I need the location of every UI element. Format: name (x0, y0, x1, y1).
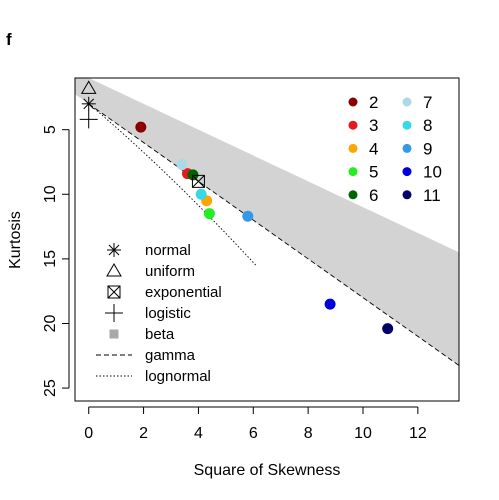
beta-region (75, 78, 459, 366)
legend-label-8: 8 (423, 116, 432, 135)
legend-symbol-beta (109, 329, 119, 339)
legend-label-uniform: uniform (145, 263, 195, 280)
marker-normal (81, 96, 96, 111)
x-tick-label: 12 (409, 425, 427, 442)
legend-symbol-uniform (106, 263, 122, 277)
legend-label-normal: normal (145, 242, 191, 259)
legend-label-6: 6 (369, 186, 378, 205)
legend-dot-2 (348, 97, 358, 107)
x-tick-label: 10 (354, 425, 372, 442)
x-tick-label: 4 (194, 425, 203, 442)
y-tick-label: 10 (42, 185, 59, 203)
legend-dot-11 (402, 190, 412, 200)
legend-dot-4 (348, 143, 358, 153)
legend-label-5: 5 (369, 163, 378, 182)
legend-label-10: 10 (423, 163, 442, 182)
legend-label-logistic: logistic (145, 305, 191, 322)
legend-label-gamma: gamma (145, 347, 196, 364)
legend-label-beta: beta (145, 326, 175, 343)
legend-dot-8 (402, 120, 412, 130)
legend-symbol-exponential (107, 285, 121, 299)
data-point-10 (324, 298, 336, 310)
x-tick-label: 6 (249, 425, 258, 442)
legend-dot-3 (348, 120, 358, 130)
data-point-9 (242, 210, 254, 222)
legend-dot-6 (348, 190, 358, 200)
legend-label-4: 4 (369, 139, 378, 158)
lognormal-curve (88, 103, 258, 267)
marker-exponential (191, 174, 205, 188)
marker-uniform (80, 80, 97, 94)
legend-dot-7 (402, 97, 412, 107)
data-point-7 (176, 159, 188, 171)
plot-frame (74, 77, 460, 402)
y-tick-label: 25 (42, 379, 59, 397)
legend-dot-5 (348, 167, 358, 177)
data-point-11 (382, 323, 394, 335)
legend-label-7: 7 (423, 93, 432, 112)
y-axis-label: Kurtosis (7, 211, 24, 269)
y-tick-label: 15 (42, 250, 59, 268)
legend-dot-9 (402, 143, 412, 153)
gamma-curve (88, 103, 459, 367)
y-tick-label: 20 (42, 314, 59, 332)
legend-symbol-normal (107, 243, 121, 257)
x-tick-label: 2 (139, 425, 148, 442)
legend-label-3: 3 (369, 116, 378, 135)
legend-label-9: 9 (423, 139, 432, 158)
panel-label: f (6, 30, 12, 49)
legend-dot-10 (402, 167, 412, 177)
x-axis-label: Square of Skewness (194, 462, 341, 479)
y-tick-label: 5 (42, 125, 59, 134)
legend-symbol-logistic (105, 304, 123, 322)
legend-label-2: 2 (369, 93, 378, 112)
marker-logistic (79, 110, 98, 129)
data-point-5 (203, 208, 215, 220)
data-point-8 (195, 188, 207, 200)
legend-label-11: 11 (423, 186, 441, 205)
x-tick-label: 8 (304, 425, 313, 442)
legend-label-exponential: exponential (145, 284, 222, 301)
x-tick-label: 0 (84, 425, 93, 442)
data-point-2 (135, 121, 147, 133)
legend-label-lognormal: lognormal (145, 368, 211, 385)
